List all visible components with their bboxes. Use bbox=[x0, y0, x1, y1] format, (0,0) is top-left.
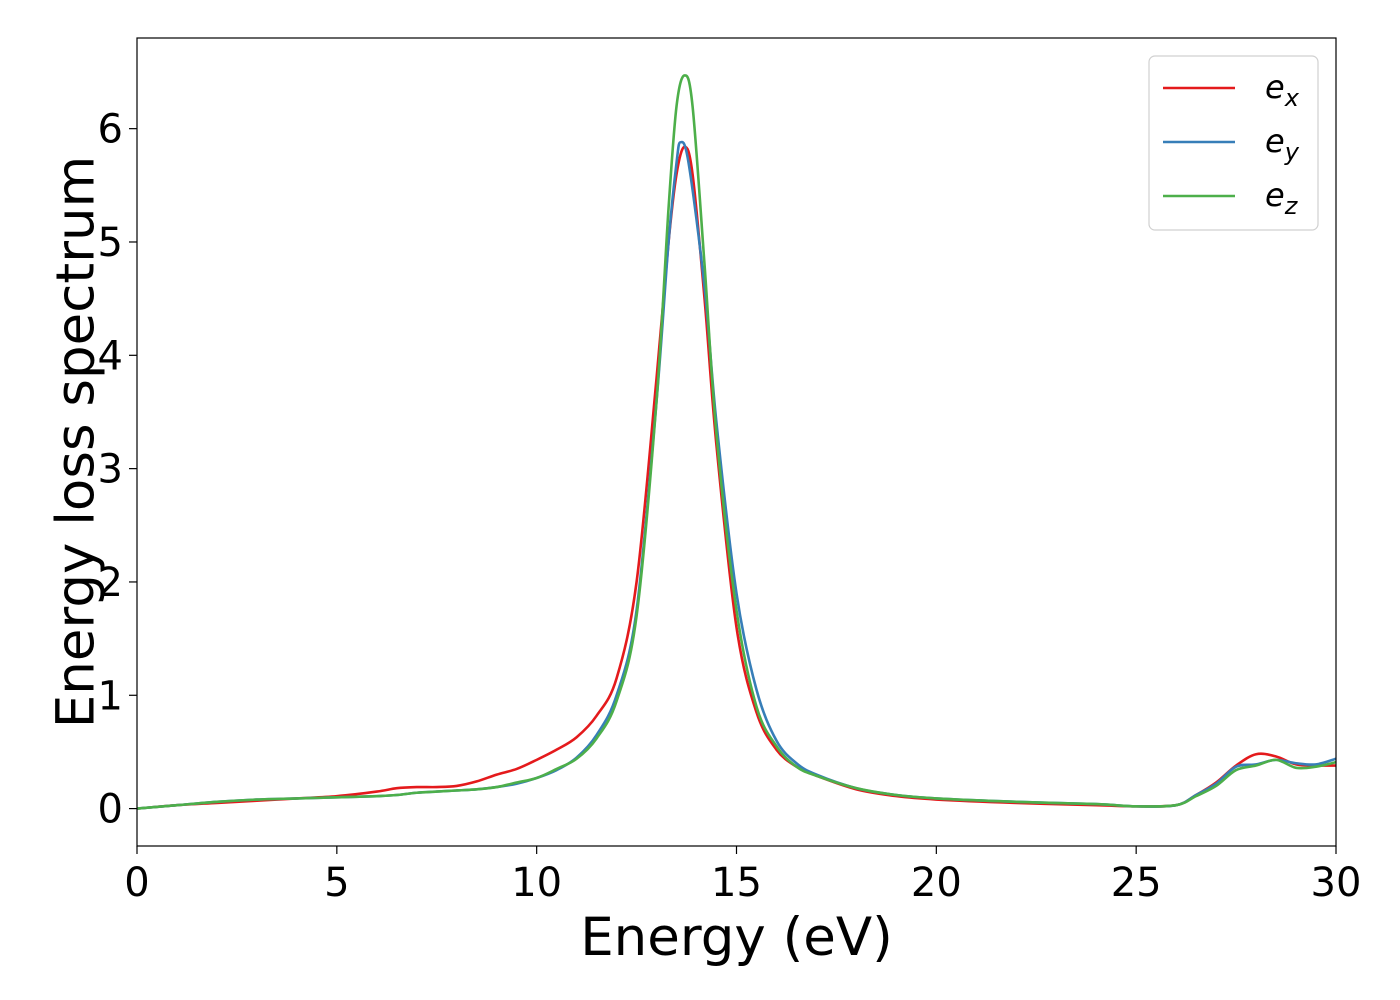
x-tick-label: 30 bbox=[1311, 860, 1362, 906]
x-tick-label: 15 bbox=[711, 860, 762, 906]
series-line-z bbox=[136, 74, 1337, 810]
series-line-x bbox=[136, 145, 1337, 810]
x-tick-label: 25 bbox=[1111, 860, 1162, 906]
x-axis-ticks: 0 5 10 15 20 25 30 bbox=[124, 846, 1361, 906]
y-tick-label: 3 bbox=[98, 447, 123, 493]
y-tick-label: 1 bbox=[98, 673, 123, 719]
legend-label-base: e bbox=[1265, 122, 1285, 160]
x-tick-label: 0 bbox=[124, 860, 149, 906]
y-tick-label: 0 bbox=[98, 787, 123, 833]
y-tick-label: 6 bbox=[98, 107, 123, 153]
y-axis-label: Energy loss spectrum bbox=[46, 156, 107, 728]
x-tick-label: 10 bbox=[511, 860, 562, 906]
x-tick-label: 5 bbox=[324, 860, 349, 906]
y-tick-label: 5 bbox=[98, 220, 123, 266]
x-tick-label: 20 bbox=[911, 860, 962, 906]
y-axis-ticks: 0 1 2 3 4 5 6 bbox=[98, 107, 137, 833]
series-layer bbox=[136, 74, 1337, 810]
legend-label-base: e bbox=[1265, 176, 1285, 214]
x-axis-label: Energy (eV) bbox=[580, 907, 893, 968]
legend-label-x: ex bbox=[1265, 68, 1300, 112]
series-line-y bbox=[136, 140, 1337, 810]
legend-label-y: ey bbox=[1265, 122, 1300, 166]
y-tick-label: 4 bbox=[98, 333, 123, 379]
legend-label-base: e bbox=[1265, 68, 1285, 106]
legend-label-subscript: z bbox=[1284, 192, 1299, 220]
legend-label-subscript: x bbox=[1284, 84, 1300, 112]
legend-label-subscript: y bbox=[1284, 138, 1300, 166]
legend-label-z: ez bbox=[1265, 176, 1299, 220]
y-tick-label: 2 bbox=[98, 560, 123, 606]
